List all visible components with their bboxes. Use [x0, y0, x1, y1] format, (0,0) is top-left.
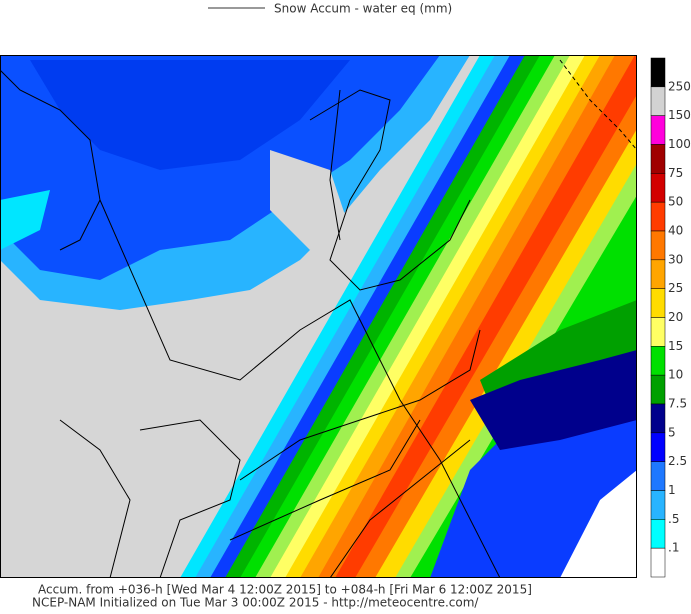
- coastline: [0, 69, 101, 251]
- colorbar-label: 5: [668, 425, 676, 439]
- map-title: Snow Accum - water eq (mm): [274, 2, 452, 16]
- colorbar-cell: [650, 403, 666, 434]
- colorbar-cell: [650, 317, 666, 347]
- colorbar-cell: [650, 86, 666, 116]
- band-east-dark: [470, 350, 637, 450]
- coastline: [309, 89, 471, 291]
- colorbar-cell: [650, 490, 666, 520]
- colorbar-cell: [650, 288, 666, 318]
- colorbar-label: 150: [668, 108, 691, 122]
- colorbar-label: 7.5: [668, 397, 687, 411]
- border: [239, 329, 481, 481]
- map: [0, 55, 637, 578]
- colorbar-cell: [650, 57, 666, 88]
- coastline: [59, 419, 131, 578]
- colorbar-cell: [650, 201, 666, 232]
- bare-area: [270, 150, 350, 250]
- colorbar-label: 1: [668, 483, 676, 497]
- colorbar-label: 250: [668, 79, 691, 93]
- colorbar-label: 30: [668, 252, 683, 266]
- colorbar-label: 20: [668, 310, 683, 324]
- colorbar-cell: [650, 374, 666, 405]
- snow-area-edge: [0, 190, 50, 250]
- footer-line-2: NCEP-NAM Initialized on Tue Mar 3 00:00Z…: [32, 596, 479, 610]
- footer-line-1: Accum. from +036-h [Wed Mar 4 12:00Z 201…: [38, 583, 532, 597]
- colorbar-cell: [650, 519, 666, 549]
- colorbar-cell: [650, 547, 666, 578]
- colorbar-label: 75: [668, 166, 683, 180]
- map-frame: [0, 55, 637, 578]
- colorbar-cell: [650, 144, 666, 174]
- colorbar-cell: [650, 346, 666, 376]
- coastline: [139, 419, 241, 578]
- no-precip-east: [560, 470, 637, 578]
- borders: [0, 59, 637, 578]
- border: [99, 199, 501, 578]
- colorbar-cell: [650, 115, 666, 145]
- border: [229, 419, 421, 541]
- colorbar: 250 150 100 75 50 40 30 25 20 15 10 7.5 5 2.5 1 .5 .1: [650, 57, 691, 578]
- colorbar-cell: [650, 259, 666, 289]
- coastline: [329, 439, 471, 578]
- colorbar-cell: [650, 230, 666, 261]
- colorbar-label: 100: [668, 137, 691, 151]
- precip-bands: [180, 55, 637, 578]
- colorbar-label: 40: [668, 224, 683, 238]
- colorbar-label: 10: [668, 368, 683, 382]
- colorbar-label: .5: [668, 512, 679, 526]
- coastline: [329, 89, 341, 241]
- colorbar-label: 25: [668, 281, 683, 295]
- colorbar-label: 2.5: [668, 454, 687, 468]
- colorbar-cell: [650, 461, 666, 491]
- colorbar-label: 15: [668, 339, 683, 353]
- colorbar-label: 50: [668, 195, 683, 209]
- colorbar-cell: [650, 173, 666, 203]
- colorbar-label: .1: [668, 541, 679, 555]
- border: [559, 59, 637, 151]
- colorbar-cell: [650, 432, 666, 462]
- snow-area-moderate-core: [30, 60, 350, 170]
